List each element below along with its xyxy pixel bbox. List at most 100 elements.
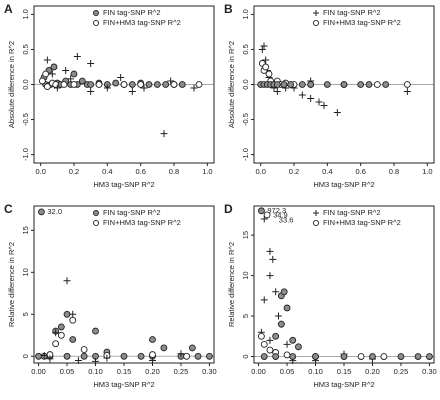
- x-tick-label: 1.0: [202, 167, 212, 176]
- y-axis-label: Absolute difference in R^2: [227, 41, 236, 128]
- point: [403, 81, 411, 88]
- legend-label: FIN tag-SNP R^2: [323, 208, 381, 217]
- legend-symbol: [313, 219, 320, 226]
- point: [257, 332, 265, 340]
- point: [48, 70, 56, 78]
- point: [260, 340, 268, 348]
- point: [162, 81, 170, 88]
- point: [35, 352, 42, 360]
- point: [320, 102, 328, 110]
- legend-label: FIN tag-SNP R^2: [103, 208, 161, 217]
- x-tick-label: 0.05: [60, 367, 75, 376]
- x-axis-label: HM3 tag-SNP R^2: [93, 180, 154, 189]
- y-tick-label: 15: [241, 231, 250, 239]
- y-tick-label: 0.0: [21, 79, 30, 89]
- y-tick-label: 10: [241, 271, 250, 279]
- point: [312, 353, 319, 360]
- point: [262, 56, 270, 64]
- point: [60, 81, 68, 88]
- x-tick-label: 0.00: [251, 367, 266, 376]
- point: [333, 109, 341, 117]
- point: [272, 353, 280, 360]
- y-tick-label: 0.5: [241, 44, 250, 54]
- point: [112, 79, 120, 87]
- point: [258, 45, 266, 53]
- point: [323, 81, 331, 88]
- legend-label: FIN+HM3 tag-SNP R^2: [103, 218, 181, 227]
- point: [149, 336, 156, 343]
- point: [73, 52, 81, 60]
- point: [183, 352, 191, 360]
- point: [357, 353, 365, 360]
- point: [103, 84, 111, 92]
- point: [87, 59, 95, 67]
- point: [52, 340, 60, 348]
- x-axis-label: HM3 tag-SNP R^2: [313, 380, 374, 389]
- point: [46, 355, 54, 363]
- point: [160, 344, 168, 352]
- panel-label: A: [4, 2, 13, 16]
- point: [42, 70, 50, 78]
- plot-frame: [33, 5, 215, 164]
- x-tick-label: 0.4: [322, 167, 332, 176]
- y-tick-label: -0.5: [21, 113, 30, 126]
- point: [295, 343, 302, 351]
- point: [260, 42, 268, 50]
- x-tick-label: 0.20: [365, 367, 380, 376]
- point: [62, 66, 70, 74]
- point: [140, 84, 148, 92]
- point: [274, 312, 282, 320]
- point: [149, 351, 156, 359]
- legend-symbol: [313, 20, 320, 27]
- panel-label: D: [224, 202, 233, 216]
- y-axis-label: Relative difference in R^2: [7, 242, 16, 327]
- point: [283, 340, 291, 348]
- point: [117, 73, 125, 81]
- point: [92, 327, 99, 335]
- panel-label: B: [224, 2, 233, 16]
- point: [365, 81, 373, 88]
- y-tick-label: 15: [21, 226, 30, 234]
- legend-label: FIN tag-SNP R^2: [323, 8, 381, 17]
- point: [357, 81, 365, 88]
- x-tick-label: 0.4: [102, 167, 112, 176]
- point: [70, 81, 78, 88]
- point: [177, 350, 185, 358]
- point: [269, 255, 277, 263]
- point: [87, 88, 95, 96]
- point: [280, 81, 288, 88]
- point: [265, 70, 273, 78]
- x-tick-label: 0.8: [389, 167, 399, 176]
- legend-symbol: [313, 210, 319, 216]
- x-tick-label: 0.15: [117, 367, 132, 376]
- point: [178, 81, 186, 88]
- x-tick-label: 0.6: [135, 167, 145, 176]
- point: [43, 83, 51, 91]
- point: [206, 352, 213, 360]
- plot-frame: [253, 205, 435, 364]
- point: [95, 81, 103, 88]
- point: [57, 331, 65, 339]
- y-tick-label: 1.0: [241, 9, 250, 19]
- y-tick-label: -1.0: [241, 148, 250, 161]
- point: [298, 81, 306, 88]
- point: [380, 353, 388, 360]
- point: [289, 336, 297, 344]
- point: [120, 81, 128, 88]
- point: [287, 81, 295, 88]
- point: [78, 77, 86, 85]
- x-tick-label: 0.0: [35, 167, 45, 176]
- legend-label: FIN+HM3 tag-SNP R^2: [323, 18, 401, 27]
- legend-label: FIN+HM3 tag-SNP R^2: [103, 18, 181, 27]
- point: [70, 70, 78, 78]
- point: [160, 130, 168, 138]
- plot-frame: [33, 205, 215, 364]
- y-axis-label: Absolute difference in R^2: [7, 41, 16, 128]
- x-tick-label: 0.10: [308, 367, 323, 376]
- x-tick-label: 0.30: [422, 367, 437, 376]
- point: [50, 63, 58, 71]
- point: [69, 316, 77, 324]
- point: [307, 81, 315, 88]
- plot-frame: [253, 5, 435, 164]
- point: [266, 247, 274, 255]
